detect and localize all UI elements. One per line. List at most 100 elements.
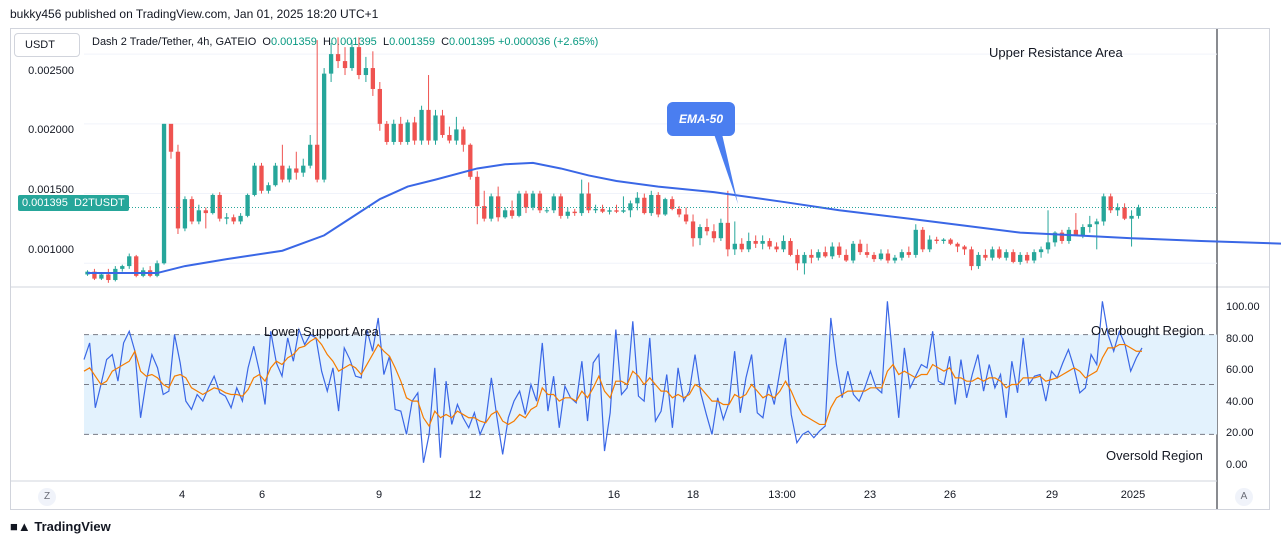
candle-body [523, 193, 529, 208]
candle-body [154, 263, 160, 276]
publisher-line: bukky456 published on TradingView.com, J… [10, 7, 379, 21]
candle-body [1052, 232, 1058, 243]
candle-body [607, 210, 612, 212]
rsi-ma-line [83, 337, 1142, 428]
candle-body [816, 252, 821, 258]
candle-body [405, 122, 410, 142]
candle-body [781, 240, 786, 250]
candle-body [433, 115, 438, 141]
candle-body [92, 271, 97, 279]
auto-scale-button[interactable]: A [1235, 488, 1253, 506]
candle-body [321, 73, 327, 180]
candle-body [134, 256, 139, 276]
candle-body [586, 193, 591, 211]
candle-body [844, 254, 849, 261]
candle-body [398, 123, 403, 142]
candle-body [955, 243, 960, 247]
candle-body [809, 254, 814, 258]
candle-body [120, 266, 125, 269]
time-tick: 16 [607, 489, 621, 501]
candle-body [461, 129, 466, 145]
candle-body [663, 199, 668, 215]
candle-body [1004, 252, 1009, 258]
candle-body [502, 210, 508, 218]
legend-change: +0.000036 (+2.65%) [497, 36, 599, 48]
candle-body [899, 252, 905, 258]
candle-body [962, 246, 967, 250]
candle-body [551, 196, 556, 211]
candle-body [718, 222, 724, 239]
candle-body [1080, 227, 1085, 236]
tv-logo-icon: ■▲ [10, 519, 31, 534]
chart-frame [10, 28, 1270, 510]
candle-body [1101, 196, 1106, 222]
price-tick: 0.002000 [28, 124, 74, 136]
candle-body [746, 240, 751, 250]
candle-body [238, 215, 243, 222]
candle-body [697, 227, 703, 239]
candle-body [384, 123, 389, 142]
legend-low: L0.001359 [382, 36, 435, 48]
candle-body [1018, 254, 1023, 262]
candle-body [189, 199, 195, 222]
candle-body [725, 222, 731, 250]
candle-body [850, 243, 856, 261]
ema-callout-pointer [714, 134, 738, 204]
candle-body [795, 254, 800, 264]
ema-callout: EMA-50 [667, 102, 735, 136]
rsi-tick: 60.00 [1226, 364, 1254, 376]
candle-body [1045, 242, 1051, 250]
candle-body [948, 239, 953, 244]
candle-body [906, 252, 911, 255]
candle-body [509, 210, 515, 216]
timezone-button[interactable]: Z [38, 488, 56, 506]
currency-button[interactable]: USDT [14, 33, 80, 57]
legend-high: H0.001395 [322, 36, 377, 48]
candle-body [489, 196, 494, 219]
candle-body [426, 109, 431, 141]
candle-body [482, 206, 487, 219]
candle-body [1024, 254, 1030, 261]
candle-body [210, 194, 215, 214]
candle-body [683, 214, 689, 222]
candle-body [259, 165, 264, 191]
time-tick: 29 [1045, 489, 1059, 501]
candle-body [593, 208, 598, 211]
candle-body [475, 176, 480, 207]
candle-body [287, 168, 292, 180]
lower-support-label: Lower Support Area [264, 324, 379, 339]
rsi-tick: 0.00 [1226, 459, 1248, 471]
candle-body [614, 210, 619, 212]
candle-body [892, 257, 898, 261]
candle-body [969, 249, 974, 267]
candle-body [294, 168, 299, 173]
time-tick: 23 [863, 489, 877, 501]
time-tick: 18 [686, 489, 700, 501]
candle-body [864, 252, 870, 255]
candle-body [941, 239, 946, 241]
candle-body [447, 134, 452, 141]
candle-body [315, 144, 320, 180]
candle-body [934, 239, 939, 241]
candle-body [280, 165, 285, 180]
candle-body [1136, 207, 1141, 216]
time-tick: 12 [468, 489, 482, 501]
candle-body [1011, 252, 1016, 262]
time-tick: 4 [178, 489, 186, 501]
candle-body [1031, 252, 1037, 261]
upper-resistance-label: Upper Resistance Area [989, 45, 1123, 60]
candle-body [927, 239, 932, 250]
candle-body [1129, 215, 1134, 219]
candle-body [565, 211, 570, 216]
candle-body [349, 47, 355, 69]
candle-body [920, 229, 925, 250]
candle-body [106, 274, 111, 281]
candle-body [182, 199, 188, 229]
candle-body [885, 253, 891, 261]
candle-body [363, 68, 369, 76]
ema50-line [87, 161, 1281, 275]
candle-body [600, 208, 605, 212]
candle-body [704, 227, 710, 232]
rsi-tick: 100.00 [1226, 301, 1260, 313]
